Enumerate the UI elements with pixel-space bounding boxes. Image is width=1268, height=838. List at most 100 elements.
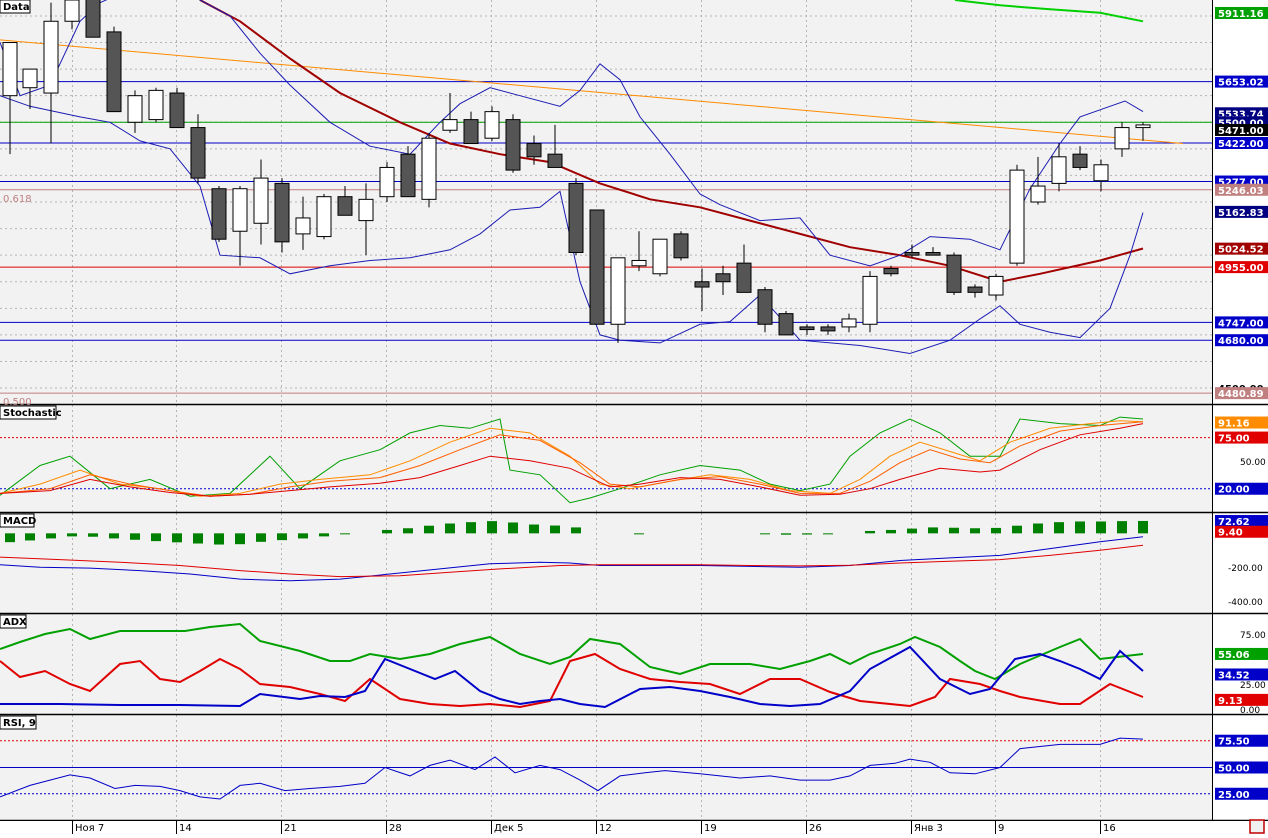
x-axis-label: 14 — [179, 823, 192, 834]
candle-body — [232, 188, 248, 232]
price-label-box — [1215, 761, 1268, 774]
candle-body — [673, 233, 689, 259]
candle-body — [421, 137, 437, 200]
price-label-box — [1215, 787, 1268, 800]
macd-histogram-bar — [802, 533, 812, 535]
macd-histogram-bar — [949, 527, 959, 534]
price-label: 91.16 — [1218, 419, 1250, 430]
macd-histogram-bar — [25, 533, 35, 541]
candle-body — [652, 238, 668, 275]
pane-title: ADX — [3, 617, 27, 628]
price-label-box — [1215, 183, 1268, 196]
adx-pane: ADX 75.00 25.00 0.00 55.06 34.52 9.13 — [0, 614, 1268, 716]
x-axis-label: 28 — [389, 823, 402, 834]
candle-body — [463, 119, 479, 145]
macd-histogram-bar — [508, 522, 518, 534]
x-axis-label: 16 — [1103, 823, 1116, 834]
macd-histogram-bar — [865, 530, 875, 534]
candle-body — [2, 42, 18, 97]
macd-histogram-bar — [466, 522, 476, 534]
candle-body — [631, 259, 647, 267]
candle-body — [253, 177, 269, 224]
macd-histogram-bar — [130, 533, 140, 540]
overlay-line-trend — [0, 39, 1184, 144]
macd-histogram-bar — [634, 533, 644, 535]
candle-body — [1093, 164, 1109, 182]
macd-histogram-bar — [1117, 521, 1127, 534]
x-axis-label: 9 — [998, 823, 1004, 834]
price-label: 5422.00 — [1218, 139, 1264, 150]
price-label: 20.00 — [1218, 485, 1250, 496]
pane-tag-box — [0, 614, 27, 629]
x-axis-label: 26 — [809, 823, 822, 834]
macd-histogram-bar — [1138, 520, 1148, 534]
candle-body — [1009, 169, 1025, 264]
price-label: 55.06 — [1218, 650, 1250, 661]
axis-tick-label: 25.00 — [1240, 681, 1266, 691]
x-axis-label: Ноя 7 — [75, 823, 104, 834]
macd-histogram-bar — [403, 528, 413, 534]
price-label: 5471.00 — [1218, 126, 1264, 137]
macd-histogram-bar — [298, 533, 308, 539]
macd-histogram-bar — [319, 533, 329, 537]
candle-body — [1030, 185, 1046, 203]
macd-histogram-bar — [907, 528, 917, 534]
overlay-line-bb_lower — [0, 95, 1144, 355]
stochastic-pane: Stochastic 50.00 91.16 75.00 20.00 — [0, 405, 1268, 504]
macd-histogram-bar — [571, 527, 581, 534]
candle-body — [43, 20, 59, 94]
candle-body — [295, 217, 311, 235]
macd-histogram-bar — [340, 533, 350, 535]
price-label-box — [1215, 647, 1268, 660]
fib-label: 0.618 — [3, 194, 32, 205]
candle-body — [1135, 124, 1151, 129]
price-label: 5533.74 — [1218, 109, 1264, 120]
candle-body — [778, 313, 794, 336]
price-label-box — [1215, 416, 1268, 429]
axis-tick-label: 50.00 — [1240, 458, 1266, 468]
candle-body — [526, 143, 542, 158]
macd-histogram-bar — [970, 528, 980, 534]
pane-tag-box — [0, 0, 31, 14]
candle-body — [211, 188, 227, 240]
stochastic-line — [0, 423, 1144, 497]
pane-tag-box — [0, 715, 37, 730]
x-axis-background — [0, 821, 1268, 834]
candle-body — [715, 273, 731, 283]
macd-histogram-bar — [424, 525, 434, 534]
candle-body — [316, 196, 332, 238]
candle-body — [547, 153, 563, 168]
macd-histogram-bar — [886, 529, 896, 534]
price-label-box — [1215, 123, 1268, 136]
macd-histogram-bar — [991, 527, 1001, 534]
candle-body — [337, 196, 353, 216]
candle-body — [358, 198, 374, 222]
axis-tick-label: -400.00 — [1228, 598, 1263, 608]
price-label: 75.00 — [1218, 434, 1250, 445]
macd-histogram-bar — [529, 524, 539, 534]
candle-body — [505, 119, 521, 171]
x-axis-label: 21 — [284, 823, 297, 834]
candle-body — [946, 254, 962, 293]
price-label: 5246.03 — [1218, 186, 1264, 197]
candle-body — [400, 153, 416, 198]
price-label: 4747.00 — [1218, 318, 1264, 329]
price-label-box — [1215, 693, 1268, 706]
macd-histogram-bar — [214, 533, 224, 545]
overlay-line-bb_upper — [0, 0, 1144, 267]
candle-body — [442, 119, 458, 131]
adx-line — [0, 645, 1144, 709]
candle-body — [1072, 153, 1088, 168]
candle-body — [190, 127, 206, 179]
price-pane: 0.618 0.500 Data 5911.16 5653.02 5533.745500.… — [0, 0, 1268, 408]
price-label-box — [1215, 316, 1268, 329]
price-label-box — [1215, 734, 1268, 747]
macd-histogram-bar — [172, 533, 182, 543]
candle-body — [988, 275, 1004, 296]
price-label: 5500.00 — [1218, 118, 1264, 129]
price-label-box — [1215, 387, 1268, 400]
macd-histogram-bar — [88, 533, 98, 537]
price-label-box — [1215, 242, 1268, 255]
price-label-box — [1215, 205, 1268, 218]
rsi-line — [0, 737, 1144, 800]
